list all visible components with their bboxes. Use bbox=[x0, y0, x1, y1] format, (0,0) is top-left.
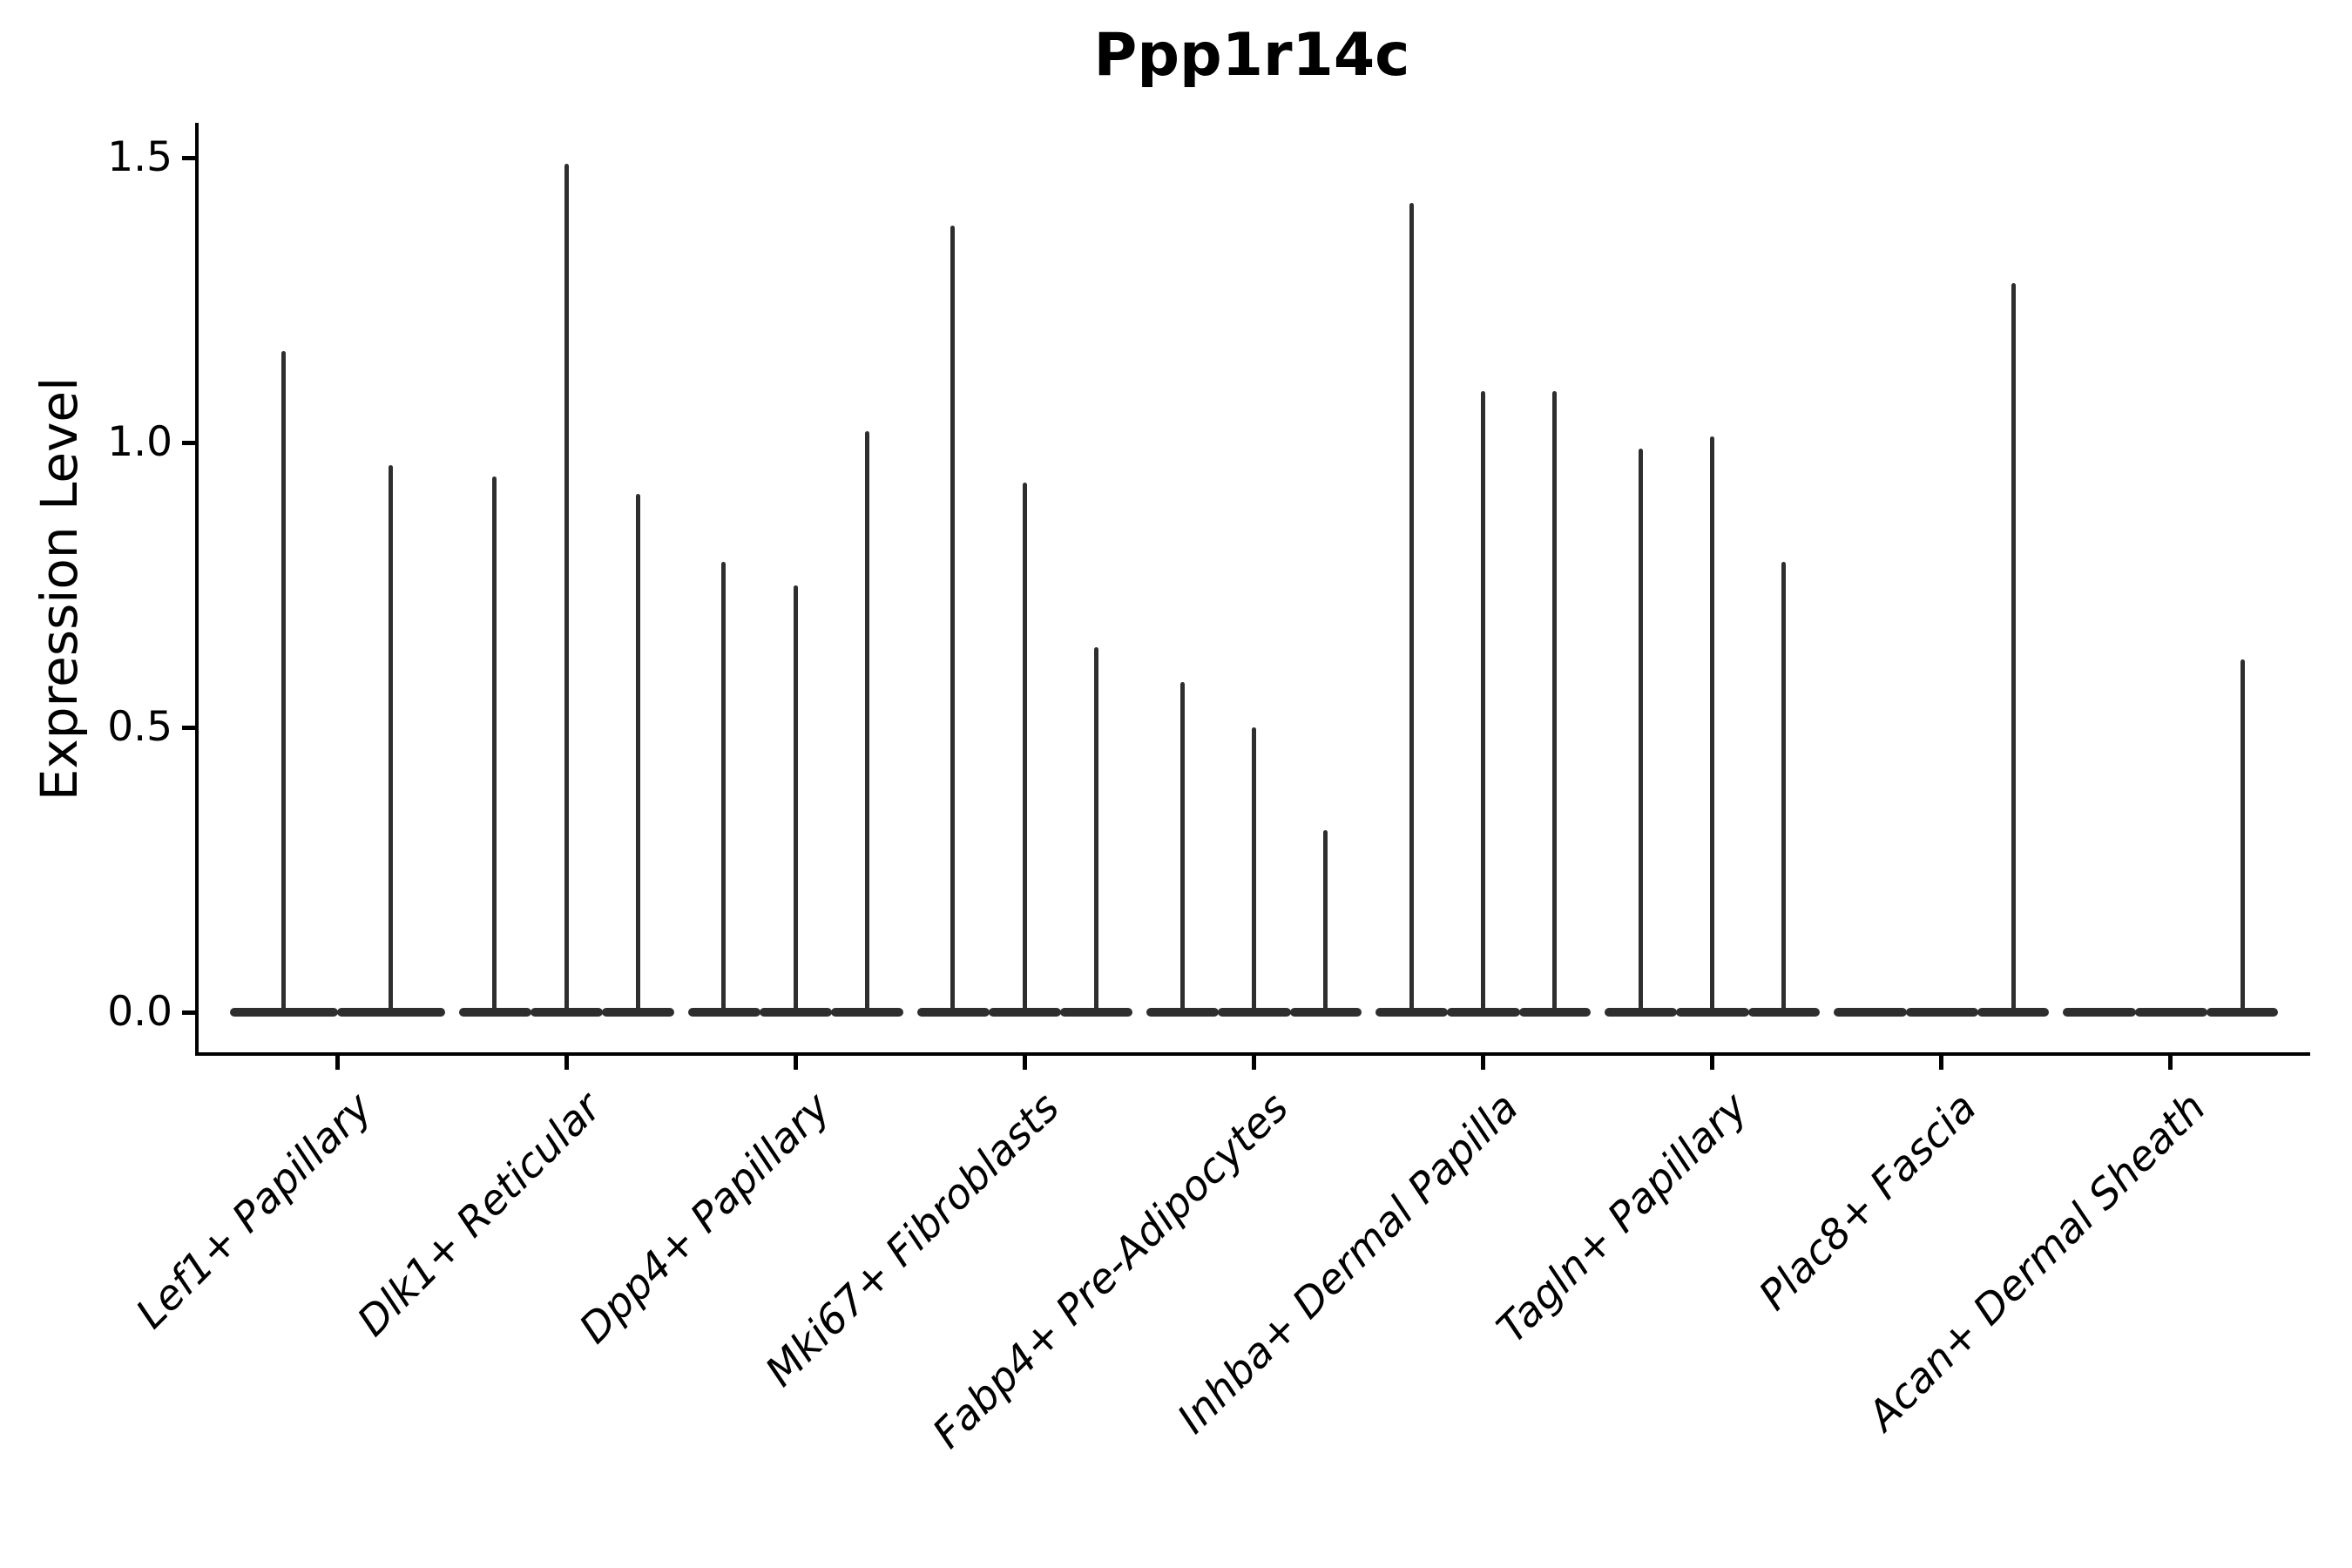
y-tick-mark bbox=[182, 1010, 195, 1015]
violin-max-spike bbox=[1409, 203, 1414, 1015]
violin-zero-band bbox=[2063, 1008, 2136, 1017]
x-tick-mark bbox=[1710, 1056, 1715, 1070]
violin-max-spike bbox=[1710, 436, 1715, 1015]
y-tick-label: 0.5 bbox=[107, 703, 172, 751]
violin-max-spike bbox=[865, 430, 870, 1015]
violin-max-spike bbox=[1481, 391, 1485, 1015]
y-tick-label: 0.0 bbox=[107, 988, 172, 1036]
violin-max-spike bbox=[564, 163, 569, 1015]
violin-max-spike bbox=[2240, 659, 2245, 1015]
plot-title: Ppp1r14c bbox=[1093, 21, 1410, 90]
x-tick-mark bbox=[2168, 1056, 2173, 1070]
x-tick-mark bbox=[564, 1056, 569, 1070]
x-tick-mark bbox=[1251, 1056, 1256, 1070]
y-tick-mark bbox=[182, 725, 195, 730]
violin-max-spike bbox=[635, 493, 640, 1015]
violin-max-spike bbox=[1251, 727, 1256, 1015]
violin-max-spike bbox=[389, 465, 394, 1015]
violin-max-spike bbox=[721, 562, 727, 1015]
x-tick-label: Plac8+ Fascia bbox=[1749, 1084, 1986, 1321]
violin-max-spike bbox=[1022, 482, 1027, 1015]
y-tick-mark bbox=[182, 155, 195, 160]
violin-max-spike bbox=[1094, 647, 1099, 1015]
violin-zero-band bbox=[1834, 1008, 1907, 1017]
violin-max-spike bbox=[950, 226, 956, 1015]
violin-max-spike bbox=[1179, 681, 1185, 1015]
x-tick-mark bbox=[335, 1056, 340, 1070]
x-tick-mark bbox=[1481, 1056, 1485, 1070]
x-tick-mark bbox=[1939, 1056, 1944, 1070]
violin-zero-band bbox=[2134, 1008, 2207, 1017]
violin-max-spike bbox=[1552, 391, 1558, 1015]
x-tick-label: Tagln+ Papillary bbox=[1487, 1084, 1757, 1353]
violin-max-spike bbox=[2011, 282, 2016, 1015]
violin-max-spike bbox=[1781, 562, 1787, 1015]
violin-max-spike bbox=[1638, 448, 1643, 1015]
x-tick-label: Dlk1+ Reticular bbox=[348, 1084, 611, 1346]
x-tick-label: Dpp4+ Papillary bbox=[570, 1084, 841, 1354]
y-tick-label: 1.0 bbox=[107, 418, 172, 466]
y-tick-label: 1.5 bbox=[107, 133, 172, 181]
y-axis-spine bbox=[195, 123, 199, 1055]
violin-zero-band bbox=[1905, 1008, 1978, 1017]
x-tick-label: Lef1+ Papillary bbox=[126, 1084, 382, 1339]
violin-max-spike bbox=[1323, 829, 1328, 1015]
x-tick-mark bbox=[793, 1056, 798, 1070]
y-tick-mark bbox=[182, 440, 195, 445]
violin-max-spike bbox=[492, 476, 497, 1015]
violin-max-spike bbox=[793, 585, 798, 1015]
violin-max-spike bbox=[280, 351, 286, 1015]
x-axis-spine bbox=[195, 1052, 2310, 1056]
x-tick-mark bbox=[1022, 1056, 1027, 1070]
